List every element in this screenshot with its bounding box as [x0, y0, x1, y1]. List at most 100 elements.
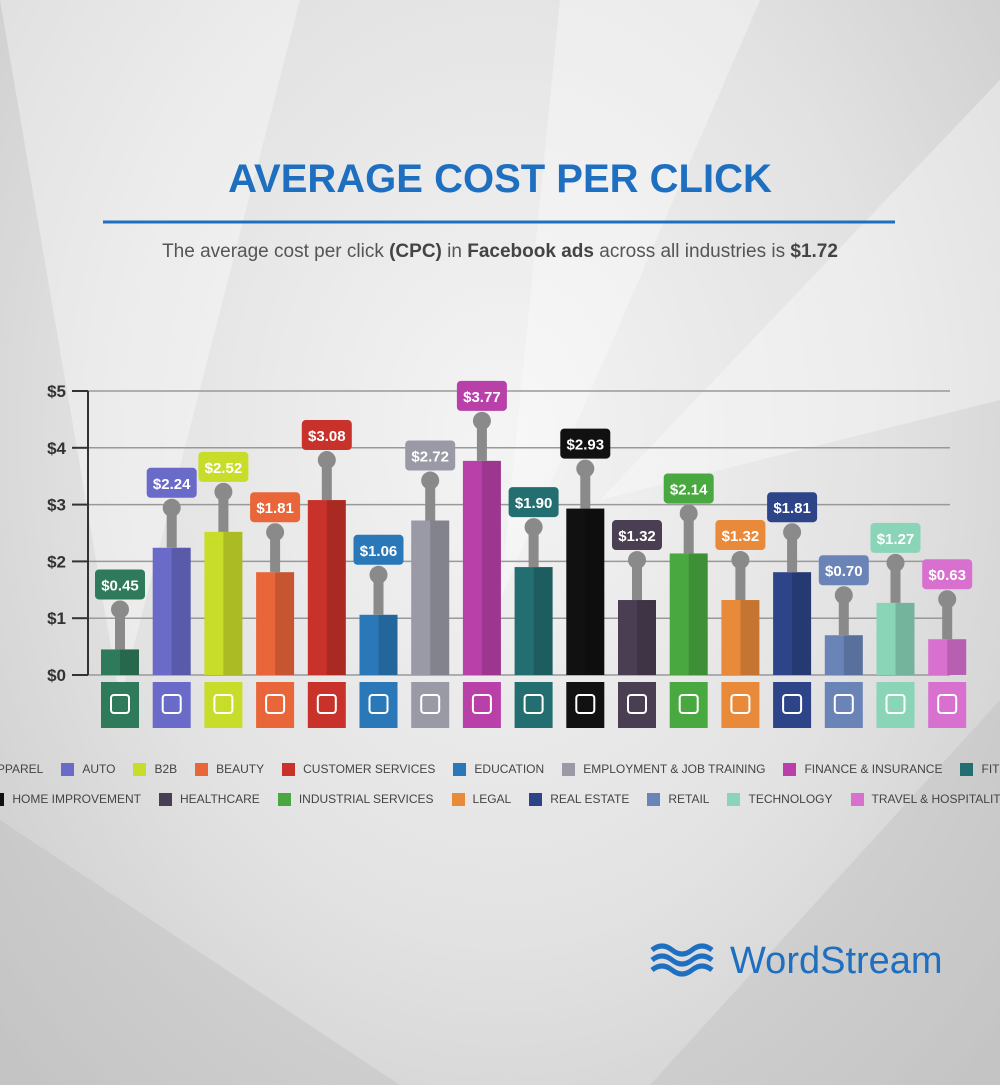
bar [721, 600, 760, 675]
value-tag [95, 569, 145, 600]
category-icon [773, 682, 812, 728]
hand-arm [270, 532, 281, 573]
y-tick-label: $4 [47, 439, 66, 458]
bar [256, 572, 295, 675]
legend-item: TRAVEL & HOSPITALITY [850, 792, 1000, 806]
bar [876, 602, 915, 675]
value-tag [663, 473, 714, 504]
bar [928, 639, 967, 675]
legend-swatch [277, 792, 291, 806]
hand-arm [476, 420, 487, 461]
legend-swatch [850, 792, 864, 806]
value-tag [560, 428, 611, 459]
legend-label: TECHNOLOGY [748, 792, 833, 806]
legend-item: HEALTHCARE [159, 792, 260, 806]
hand-arm [838, 595, 849, 636]
legend-swatch [133, 762, 147, 776]
category-icon [307, 682, 346, 728]
legend-swatch [647, 792, 661, 806]
subtitle: The average cost per click (CPC) in Face… [0, 241, 1000, 263]
category-icon [411, 682, 450, 728]
legend-row: APPAREL AUTO B2B BEAUTY CUSTOMER SERVICES EDU… [0, 754, 1000, 784]
legend-item: FITNESS [960, 762, 1000, 776]
legend-item: REAL ESTATE [529, 792, 629, 806]
bar-shade [430, 520, 450, 675]
hand [162, 498, 181, 517]
legend-swatch [282, 762, 296, 776]
legend-label: FITNESS [981, 762, 1000, 776]
hand-arm [683, 513, 694, 554]
value-label: $2.52 [205, 460, 243, 477]
category-icon-glyph [937, 694, 958, 714]
hand [731, 551, 750, 570]
bar [101, 649, 139, 675]
value-tag [767, 492, 818, 523]
value-label: $2.93 [567, 437, 605, 454]
bar [462, 460, 501, 675]
legend-swatch [195, 762, 209, 776]
value-label: $1.81 [773, 500, 811, 517]
bar-shade [378, 614, 398, 675]
bar [411, 520, 450, 675]
subtitle-part: $1.72 [790, 241, 838, 262]
bar [566, 508, 605, 675]
legend-label: HOME IMPROVEMENT [12, 792, 142, 806]
legend-item: LEGAL [451, 792, 511, 806]
legend-item: FINANCE & INSURANCE [783, 762, 942, 776]
legend-item: RETAIL [647, 792, 709, 806]
legend-label: RETAIL [668, 792, 710, 806]
value-label: $0.70 [825, 563, 863, 580]
hand-arm [425, 480, 436, 521]
hand [524, 518, 543, 537]
value-label: $1.27 [877, 531, 915, 548]
bar-shade [947, 639, 967, 675]
subtitle-part: The average cost per click [162, 241, 390, 262]
legend-swatch [960, 762, 974, 776]
legend-swatch [451, 792, 465, 806]
hand-arm [373, 574, 384, 615]
bar [514, 567, 553, 675]
value-tag [818, 555, 869, 586]
bar [152, 547, 191, 675]
hand-arm [787, 532, 798, 573]
hand-arm [528, 527, 539, 568]
hand-arm [632, 560, 642, 601]
category-icon-glyph [161, 694, 182, 714]
legend-item: TECHNOLOGY [727, 792, 833, 806]
category-icon-glyph [471, 694, 492, 714]
bar-shade [171, 547, 191, 675]
category-icon-glyph [213, 694, 234, 714]
category-icon-glyph [368, 694, 389, 714]
category-icon-glyph [833, 694, 854, 714]
hand [317, 451, 336, 470]
bar-shade [637, 600, 656, 675]
legend-label: BEAUTY [216, 762, 265, 776]
value-tag [870, 522, 921, 553]
bar-shade [533, 567, 553, 675]
value-tag [922, 559, 973, 590]
legend-item: AUTO [61, 762, 115, 776]
value-tag [198, 451, 249, 482]
category-icon-glyph [678, 694, 699, 714]
category-icon [928, 682, 967, 728]
hand-arm [166, 507, 177, 548]
subtitle-part: across all industries is [593, 241, 791, 262]
legend-label: HEALTHCARE [180, 792, 260, 806]
legend-row: HOME IMPROVEMENT HEALTHCARE INDUSTRIAL SER… [0, 784, 1000, 814]
value-label: $1.32 [618, 528, 656, 545]
bar-shade [481, 460, 501, 675]
hand [628, 551, 646, 570]
legend-swatch [783, 762, 797, 776]
legend-item: BEAUTY [195, 762, 264, 776]
bar-shade [120, 649, 139, 675]
y-tick-label: $5 [47, 382, 66, 401]
hand-arm [580, 468, 591, 509]
hand [834, 586, 853, 605]
legend-label: REAL ESTATE [550, 792, 630, 806]
category-icon-glyph [575, 694, 596, 714]
category-icon-glyph [627, 694, 647, 714]
category-icon-glyph [265, 694, 286, 714]
hand [783, 523, 802, 542]
legend-item: INDUSTRIAL SERVICES [277, 792, 434, 806]
legend-label: CUSTOMER SERVICES [303, 762, 436, 776]
